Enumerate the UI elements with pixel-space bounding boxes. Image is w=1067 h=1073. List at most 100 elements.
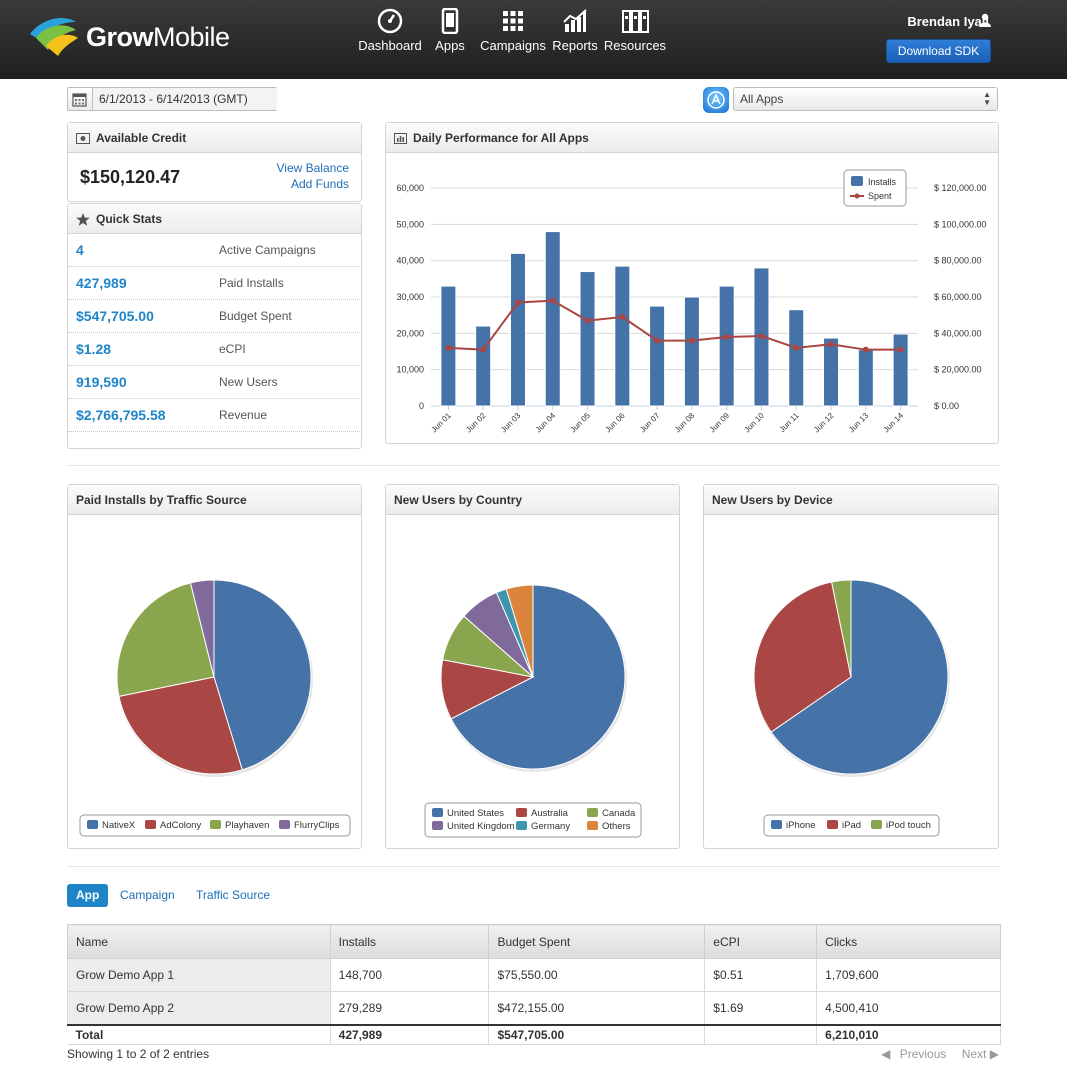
y-tick-label: 20,000 — [396, 328, 424, 338]
total-cell: 427,989 — [330, 1023, 490, 1045]
country-pie: United States Australia Canada United Kingd… — [424, 584, 642, 838]
traffic-source-pie: NativeX AdColony Playhaven FlurryClips — [79, 579, 351, 837]
stat-value[interactable]: $1.28 — [76, 341, 112, 357]
legend-swatch — [516, 821, 527, 830]
legend-label: Germany — [531, 821, 570, 832]
installs-bar — [892, 333, 909, 407]
legend-swatch — [279, 820, 290, 829]
y2-tick-label: $ 80,000.00 — [934, 256, 982, 266]
device-pie: iPhone iPad iPod touch — [753, 579, 950, 837]
pie-slice — [770, 579, 949, 775]
next-button[interactable]: Next ▶ — [961, 1047, 999, 1061]
previous-button[interactable]: ◀ Previous — [881, 1047, 947, 1061]
stat-value[interactable]: 919,590 — [76, 374, 127, 390]
legend-label: iPhone — [786, 820, 816, 831]
stat-label: Revenue — [219, 408, 268, 422]
column-header[interactable]: Installs — [329, 924, 490, 959]
panel-header: New Users by Country — [386, 485, 679, 515]
spent-point — [654, 337, 661, 344]
spent-point — [584, 317, 591, 324]
installs-bar — [823, 337, 840, 407]
x-tick-label: Jun 05 — [569, 411, 593, 435]
pagination-info: Showing 1 to 2 of 2 entries — [67, 1047, 210, 1061]
nav-resources[interactable]: Resources — [602, 8, 668, 64]
tab-app[interactable]: App — [67, 884, 109, 907]
x-tick-label: Jun 04 — [534, 411, 558, 435]
stat-value[interactable]: $547,705.00 — [76, 308, 154, 324]
nav-label: Campaigns — [480, 38, 546, 53]
download-sdk-button[interactable]: Download SDK — [886, 39, 991, 63]
available-credit-panel: Available Credit $150,120.47 View Balanc… — [67, 122, 362, 202]
legend-swatch — [587, 821, 598, 830]
panel-header: New Users by Device — [704, 485, 998, 515]
column-header[interactable]: Budget Spent — [488, 924, 706, 959]
y-tick-label: 60,000 — [396, 183, 424, 193]
view-balance-link[interactable]: View Balance — [276, 161, 350, 175]
spent-point — [480, 346, 487, 353]
x-tick-label: Jun 12 — [812, 411, 836, 435]
credit-amount: $150,120.47 — [80, 167, 181, 187]
date-range-picker[interactable]: 6/1/2013 - 6/14/2013 (GMT) — [67, 87, 277, 111]
nav-label: Reports — [552, 38, 598, 53]
installs-bar — [718, 285, 735, 407]
user-name[interactable]: Brendan Iyall — [907, 14, 989, 29]
column-header[interactable]: Clicks — [816, 924, 1001, 959]
stat-value[interactable]: 4 — [76, 242, 84, 258]
spent-point — [897, 346, 904, 353]
table-row[interactable]: Grow Demo App 2 279,289 $472,155.00 $1.6… — [67, 991, 1001, 1025]
brand-name: GrowMobile — [86, 22, 230, 52]
stat-value[interactable]: $2,766,795.58 — [76, 407, 166, 423]
installs-bar — [857, 349, 874, 407]
user-icon[interactable] — [979, 13, 991, 27]
panel-header: Daily Performance for All Apps — [386, 123, 998, 153]
pie-slice — [189, 579, 215, 678]
star-icon — [76, 213, 90, 227]
y-tick-label: 0 — [419, 401, 424, 411]
phone-icon — [441, 8, 459, 34]
tab-traffic-source[interactable]: Traffic Source — [196, 888, 271, 902]
x-tick-label: Jun 08 — [673, 411, 697, 435]
device-panel: New Users by Device iPhone iPad iPod touch — [703, 484, 999, 849]
stat-label: Paid Installs — [219, 276, 284, 290]
country-panel: New Users by Country United States Austra… — [385, 484, 680, 849]
table-cell: $472,155.00 — [488, 991, 706, 1025]
legend-label-installs: Installs — [868, 177, 897, 187]
installs-bar — [509, 252, 526, 407]
pie-slice — [753, 581, 852, 733]
spent-point — [758, 333, 765, 340]
total-cell: Total — [67, 1023, 331, 1045]
bar-chart-icon — [394, 133, 407, 145]
total-cell: $547,705.00 — [488, 1023, 706, 1045]
logo[interactable]: GrowMobile — [28, 12, 230, 62]
chart-title: Daily Performance for All Apps — [413, 131, 589, 145]
legend-label: Australia — [531, 808, 569, 819]
nav-dashboard[interactable]: Dashboard — [357, 8, 423, 64]
total-cell — [704, 1023, 818, 1045]
column-header[interactable]: eCPI — [704, 924, 818, 959]
select-arrows-icon: ▲ ▼ — [983, 90, 991, 107]
legend-label: iPad — [842, 820, 861, 831]
app-select-value: All Apps — [740, 92, 784, 106]
pie-slice — [505, 584, 534, 678]
installs-bar — [614, 265, 631, 407]
nav-apps[interactable]: Apps — [432, 8, 468, 64]
y2-tick-label: $ 100,000.00 — [934, 219, 987, 229]
table-cell: 148,700 — [329, 958, 490, 992]
nav-reports[interactable]: Reports — [551, 8, 599, 64]
column-header[interactable]: Name — [67, 924, 331, 959]
x-tick-label: Jun 01 — [429, 411, 453, 435]
grid-icon — [503, 11, 523, 31]
pagination: ◀ Previous Next ▶ — [875, 1047, 999, 1061]
x-tick-label: Jun 07 — [638, 411, 662, 435]
app-select-dropdown[interactable]: All Apps ▲ ▼ — [733, 87, 998, 111]
nav-campaigns[interactable]: Campaigns — [478, 8, 548, 64]
legend-swatch — [87, 820, 98, 829]
tab-campaign[interactable]: Campaign — [120, 888, 175, 902]
x-tick-label: Jun 10 — [743, 411, 767, 435]
add-funds-link[interactable]: Add Funds — [290, 177, 349, 191]
stat-value[interactable]: 427,989 — [76, 275, 127, 291]
top-bar: GrowMobile Dashboard Apps Campaigns Repo… — [0, 0, 1067, 79]
date-range-value: 6/1/2013 - 6/14/2013 (GMT) — [92, 88, 277, 110]
y2-tick-label: $ 60,000.00 — [934, 292, 982, 302]
table-row[interactable]: Grow Demo App 1 148,700 $75,550.00 $0.51… — [67, 958, 1001, 992]
